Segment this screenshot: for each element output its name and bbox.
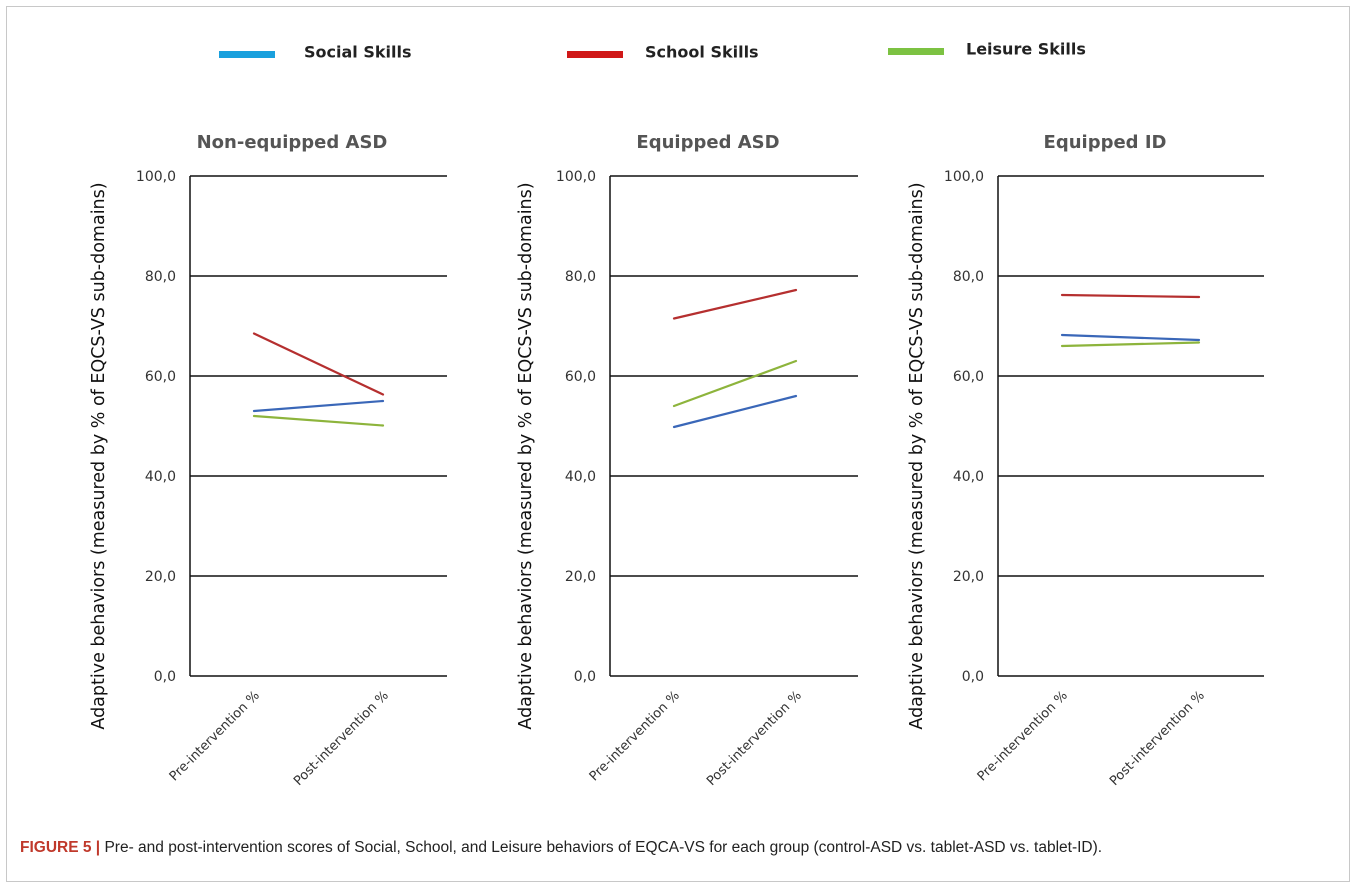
y-tick-label: 80,0 bbox=[953, 269, 984, 285]
x-tick-label: Pre-intervention % bbox=[587, 688, 683, 784]
chart-panel: Equipped ID Adaptive behaviors (measured … bbox=[907, 132, 1264, 789]
legend-label: Social Skills bbox=[304, 43, 411, 62]
chart-title: Equipped ASD bbox=[636, 132, 779, 153]
caption-label: FIGURE 5 | bbox=[20, 839, 101, 856]
y-tick-label: 60,0 bbox=[145, 369, 176, 385]
legend-label: Leisure Skills bbox=[966, 40, 1086, 59]
y-tick-label: 20,0 bbox=[565, 569, 596, 585]
y-axis-label: Adaptive behaviors (measured by % of EQC… bbox=[907, 182, 927, 729]
series-line bbox=[672, 394, 798, 429]
figure-frame bbox=[6, 6, 1350, 882]
caption-text: Pre- and post-intervention scores of Soc… bbox=[100, 839, 1103, 856]
y-tick-label: 60,0 bbox=[953, 369, 984, 385]
y-tick-label: 40,0 bbox=[145, 469, 176, 485]
legend-swatch bbox=[567, 51, 623, 58]
y-tick-label: 20,0 bbox=[145, 569, 176, 585]
x-tick-label: Pre-intervention % bbox=[975, 688, 1071, 784]
figure-caption: FIGURE 5 | Pre- and post-intervention sc… bbox=[20, 838, 1340, 858]
chart-title: Non-equipped ASD bbox=[197, 132, 388, 153]
y-tick-label: 0,0 bbox=[962, 669, 984, 685]
chart-panel: Equipped ASD Adaptive behaviors (measured… bbox=[516, 132, 858, 789]
y-tick-label: 40,0 bbox=[953, 469, 984, 485]
legend: Social Skills School Skills Leisure Skills bbox=[219, 40, 1086, 62]
y-tick-label: 80,0 bbox=[565, 269, 596, 285]
y-tick-label: 100,0 bbox=[556, 169, 596, 185]
y-tick-label: 0,0 bbox=[574, 669, 596, 685]
y-tick-label: 100,0 bbox=[944, 169, 984, 185]
chart-title: Equipped ID bbox=[1044, 132, 1167, 153]
y-tick-label: 60,0 bbox=[565, 369, 596, 385]
legend-swatch bbox=[888, 48, 944, 55]
series-line bbox=[252, 332, 385, 396]
series-line bbox=[672, 288, 798, 320]
y-axis-label: Adaptive behaviors (measured by % of EQC… bbox=[89, 182, 109, 729]
series-line bbox=[1060, 333, 1201, 342]
y-tick-label: 20,0 bbox=[953, 569, 984, 585]
series-line bbox=[252, 414, 385, 427]
legend-swatch bbox=[219, 51, 275, 58]
x-tick-label: Post-intervention % bbox=[291, 688, 392, 789]
chart-panel: Non-equipped ASD Adaptive behaviors (meas… bbox=[89, 132, 447, 789]
x-tick-label: Post-intervention % bbox=[1107, 688, 1208, 789]
chart-panels: Non-equipped ASD Adaptive behaviors (meas… bbox=[89, 132, 1264, 789]
x-tick-label: Pre-intervention % bbox=[167, 688, 263, 784]
x-tick-label: Post-intervention % bbox=[704, 688, 805, 789]
y-tick-label: 0,0 bbox=[154, 669, 176, 685]
series-line bbox=[1060, 293, 1201, 299]
y-tick-label: 100,0 bbox=[136, 169, 176, 185]
y-tick-label: 80,0 bbox=[145, 269, 176, 285]
y-tick-label: 40,0 bbox=[565, 469, 596, 485]
series-line bbox=[252, 399, 385, 413]
legend-label: School Skills bbox=[645, 43, 759, 62]
y-axis-label: Adaptive behaviors (measured by % of EQC… bbox=[516, 182, 536, 729]
series-line bbox=[1060, 341, 1201, 348]
series-line bbox=[672, 359, 798, 408]
